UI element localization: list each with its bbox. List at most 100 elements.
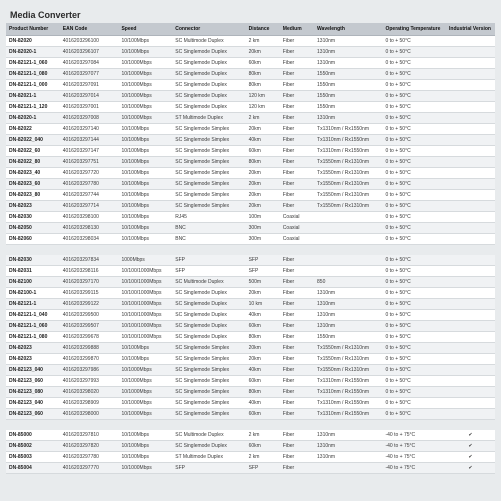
cell-connector: SFP [172, 266, 245, 277]
table-row: DN-82023401620329988810/100MbpsSC Single… [6, 343, 495, 354]
cell-wavelength: Tx1310nm / Rx1550nm [314, 124, 382, 135]
header-row: Product NumberEAN CodeSpeedConnectorDist… [6, 23, 495, 36]
cell-ean: 4016203297720 [60, 168, 119, 179]
cell-ean: 4016203297091 [60, 80, 119, 91]
cell-wavelength [314, 212, 382, 223]
cell-speed: 10/1000Mbps [118, 398, 172, 409]
cell-distance: 60km [246, 376, 280, 387]
cell-speed: 10/100Mbps [118, 124, 172, 135]
cell-medium: Fiber [280, 113, 314, 124]
cell-distance: 20km [246, 47, 280, 58]
cell-temp: 0 to + 50°C [382, 310, 446, 321]
cell-speed: 10/100Mbps [118, 168, 172, 179]
cell-wavelength [314, 234, 382, 245]
cell-connector: SC Singlemode Simplex [172, 343, 245, 354]
cell-medium: Fiber [280, 179, 314, 190]
cell-industrial [446, 91, 495, 102]
table-row: DN-82022_040401620329714410/100MbpsSC Si… [6, 135, 495, 146]
col-header: Product Number [6, 23, 60, 36]
cell-speed: 10/100/1000Mbps [118, 277, 172, 288]
cell-pn: DN-82022_80 [6, 157, 60, 168]
cell-connector: SC Singlemode Duplex [172, 80, 245, 91]
cell-ean: 4016203297810 [60, 430, 119, 441]
cell-pn: DN-85004 [6, 463, 60, 474]
cell-pn: DN-82123_040 [6, 365, 60, 376]
cell-industrial [446, 201, 495, 212]
cell-temp: 0 to + 50°C [382, 102, 446, 113]
cell-temp: 0 to + 50°C [382, 266, 446, 277]
cell-ean: 4016203297744 [60, 190, 119, 201]
col-header: Operating Temperature [382, 23, 446, 36]
cell-wavelength: 1310nm [314, 113, 382, 124]
cell-industrial [446, 321, 495, 332]
cell-speed: 10/1000Mbps [118, 58, 172, 69]
cell-distance: 120 km [246, 102, 280, 113]
cell-medium: Fiber [280, 157, 314, 168]
cell-wavelength: 1550nm [314, 102, 382, 113]
cell-temp: 0 to + 50°C [382, 223, 446, 234]
cell-temp: 0 to + 50°C [382, 376, 446, 387]
table-row: DN-82121-1_060401620329708410/1000MbpsSC… [6, 58, 495, 69]
cell-distance: 60km [246, 146, 280, 157]
cell-pn: DN-82121-1 [6, 299, 60, 310]
cell-speed: 10/100Mbps [118, 135, 172, 146]
cell-distance: SFP [246, 463, 280, 474]
table-row: DN-82121-1_120401620329700110/1000MbpsSC… [6, 102, 495, 113]
cell-temp: 0 to + 50°C [382, 146, 446, 157]
cell-medium: Fiber [280, 36, 314, 47]
cell-pn: DN-82123_040 [6, 398, 60, 409]
cell-industrial [446, 223, 495, 234]
cell-wavelength: 1310nm [314, 310, 382, 321]
cell-wavelength: 1310nm [314, 452, 382, 463]
cell-medium: Fiber [280, 321, 314, 332]
cell-medium: Fiber [280, 201, 314, 212]
cell-distance: 120 km [246, 91, 280, 102]
cell-distance: 300m [246, 234, 280, 245]
cell-wavelength: Tx1310nm / Rx1550nm [314, 135, 382, 146]
cell-distance: 20km [246, 343, 280, 354]
cell-connector: SC Singlemode Simplex [172, 409, 245, 420]
cell-industrial [446, 113, 495, 124]
cell-speed: 10/100Mbps [118, 441, 172, 452]
cell-ean: 4016203299115 [60, 288, 119, 299]
table-row: DN-82060401620329803410/100MbpsBNC300mCo… [6, 234, 495, 245]
cell-speed: 10/1000Mbps [118, 91, 172, 102]
table-row: DN-82020401620329610010/100MbpsSC Multim… [6, 36, 495, 47]
cell-temp: -40 to + 75°C [382, 430, 446, 441]
cell-medium: Fiber [280, 409, 314, 420]
cell-wavelength [314, 255, 382, 266]
cell-temp: 0 to + 50°C [382, 277, 446, 288]
cell-medium: Fiber [280, 365, 314, 376]
cell-pn: DN-82023_80 [6, 190, 60, 201]
cell-speed: 10/100Mbps [118, 201, 172, 212]
col-header: Wavelength [314, 23, 382, 36]
cell-ean: 4016203299500 [60, 310, 119, 321]
cell-industrial [446, 299, 495, 310]
cell-industrial [446, 234, 495, 245]
cell-wavelength: Tx1550nm / Rx1310nm [314, 201, 382, 212]
cell-connector: SFP [172, 463, 245, 474]
cell-ean: 4016203297014 [60, 91, 119, 102]
cell-connector: SC Singlemode Simplex [172, 354, 245, 365]
cell-distance: 500m [246, 277, 280, 288]
table-row: DN-8203040162032978341000MbpsSFPSFPFiber… [6, 255, 495, 266]
cell-medium: Fiber [280, 441, 314, 452]
cell-temp: 0 to + 50°C [382, 124, 446, 135]
cell-distance: 80km [246, 80, 280, 91]
cell-wavelength: 1310nm [314, 299, 382, 310]
cell-ean: 4016203297770 [60, 463, 119, 474]
table-row: DN-82022401620329714010/100MbpsSC Single… [6, 124, 495, 135]
cell-ean: 4016203297008 [60, 113, 119, 124]
col-header: Connector [172, 23, 245, 36]
cell-distance: 100m [246, 212, 280, 223]
table-row: DN-82121-1_080401620329707710/1000MbpsSC… [6, 69, 495, 80]
table-row: DN-82022_80401620329775110/100MbpsSC Sin… [6, 157, 495, 168]
table-row: DN-82050401620329813010/100MbpsBNC300mCo… [6, 223, 495, 234]
cell-pn: DN-82020-1 [6, 47, 60, 58]
table-row: DN-82023_60401620329778010/100MbpsSC Sin… [6, 179, 495, 190]
cell-pn: DN-82021-1 [6, 91, 60, 102]
cell-distance: 20km [246, 179, 280, 190]
cell-speed: 10/100Mbps [118, 190, 172, 201]
cell-temp: 0 to + 50°C [382, 80, 446, 91]
cell-industrial [446, 332, 495, 343]
